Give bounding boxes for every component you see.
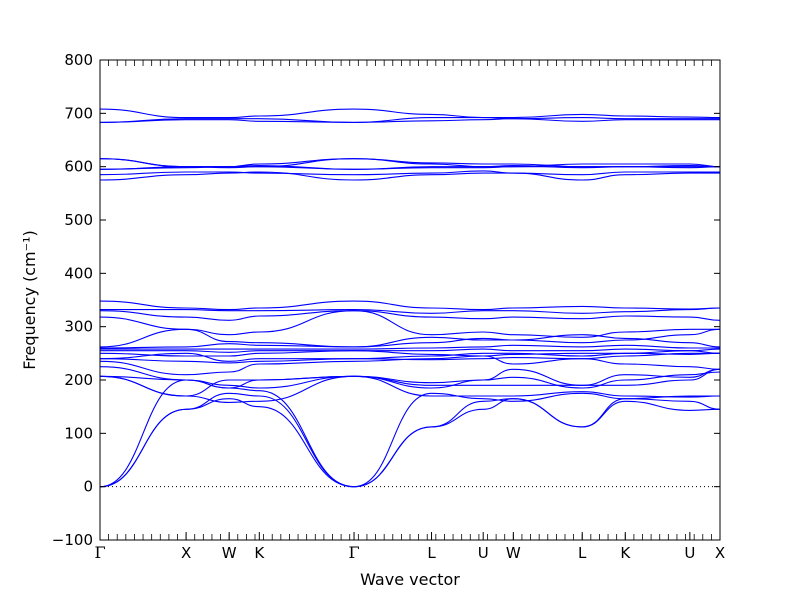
band-line-24 [99, 158, 721, 168]
band-line-16 [99, 316, 721, 348]
band-line-6 [99, 368, 721, 397]
y-tick-label: 200 [64, 371, 93, 389]
y-tick-label: 0 [83, 478, 93, 496]
y-tick-label: 700 [64, 104, 93, 122]
band-line-19 [99, 300, 721, 311]
band-line-18 [99, 307, 721, 314]
y-tick-label: 400 [64, 264, 93, 282]
x-tick-label: Γ [348, 543, 359, 562]
x-tick-label: Γ [94, 543, 105, 562]
plot-area [100, 60, 720, 540]
y-tick-label: 500 [64, 211, 93, 229]
x-tick-label: U [478, 544, 489, 562]
band-line-27 [99, 117, 720, 123]
band-line-15 [99, 310, 720, 348]
band-line-4 [99, 375, 721, 403]
y-tick-label: 300 [64, 318, 93, 336]
x-tick-label: W [222, 544, 237, 562]
x-axis-label: Wave vector [360, 570, 460, 589]
band-line-14 [99, 328, 721, 349]
y-tick-label: 600 [64, 158, 93, 176]
x-tick-label: U [684, 544, 695, 562]
band-line-8 [99, 355, 721, 376]
band-line-13 [100, 344, 720, 350]
x-tick-label: L [578, 544, 587, 562]
band-line-21 [99, 170, 720, 176]
band-line-5 [99, 371, 721, 389]
x-tick-label: W [506, 544, 521, 562]
y-tick-label: 100 [64, 424, 93, 442]
band-line-25 [99, 158, 720, 169]
y-axis-label: Frequency (cm⁻¹) [20, 230, 39, 369]
band-line-7 [99, 366, 721, 389]
band-line-11 [99, 350, 721, 357]
y-tick-label: 800 [64, 51, 93, 69]
band-line-20 [99, 171, 720, 181]
x-tick-label: K [620, 544, 631, 562]
band-line-26 [99, 118, 720, 123]
y-tick-label: −100 [52, 531, 93, 549]
band-line-28 [99, 108, 721, 119]
band-line-12 [100, 348, 721, 353]
x-tick-label: X [715, 544, 725, 562]
series-group [99, 108, 721, 488]
y-axis-ticks: −100 0 100 200 300 400 500 600 700 800 [52, 51, 720, 549]
band-line-9 [99, 352, 720, 364]
x-tick-label: K [254, 544, 265, 562]
band-line-17 [99, 310, 721, 321]
x-tick-label: X [181, 544, 191, 562]
x-tick-label: L [427, 544, 436, 562]
